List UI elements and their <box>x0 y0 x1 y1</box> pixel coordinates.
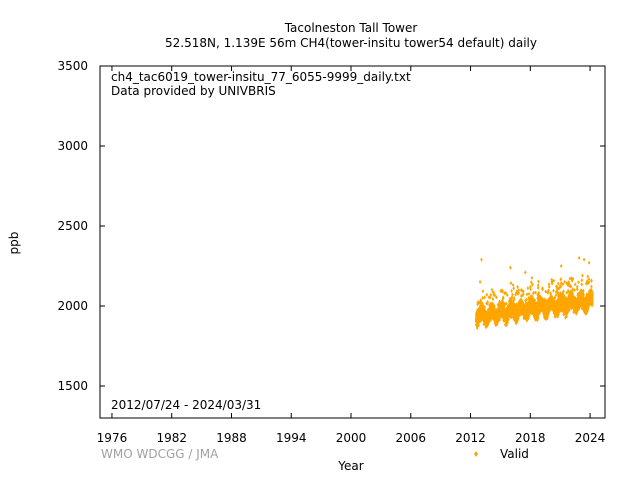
y-axis-label: ppb <box>7 232 21 255</box>
chart-title: Tacolneston Tall Tower <box>284 21 418 35</box>
credit-label: WMO WDCGG / JMA <box>101 447 219 461</box>
x-axis: 1976 1982 1988 1994 2000 2006 2012 2018 2024 <box>97 66 606 445</box>
x-tick-label: 1988 <box>216 431 247 445</box>
date-range-label: 2012/07/24 - 2024/03/31 <box>111 398 261 412</box>
series-valid-points <box>474 256 594 330</box>
file-label: ch4_tac6019_tower-insitu_77_6055-9999_da… <box>111 70 411 84</box>
plot-frame <box>99 65 606 419</box>
provider-label: Data provided by UNIVBRIS <box>111 84 276 98</box>
x-tick-label: 2024 <box>575 431 606 445</box>
x-tick-label: 2000 <box>336 431 367 445</box>
x-tick-label: 1994 <box>276 431 307 445</box>
legend: Valid <box>474 447 529 461</box>
x-tick-label: 1976 <box>97 431 128 445</box>
legend-marker <box>474 451 478 457</box>
x-tick-label: 2012 <box>455 431 486 445</box>
chart-subtitle: 52.518N, 1.139E 56m CH4(tower-insitu tow… <box>165 36 537 50</box>
x-tick-label: 1982 <box>156 431 187 445</box>
y-axis: 1500 2000 2500 3000 3500 <box>57 59 605 393</box>
data-points <box>474 256 594 330</box>
y-tick-label: 3000 <box>57 139 88 153</box>
x-tick-label: 2018 <box>515 431 546 445</box>
y-tick-label: 3500 <box>57 59 88 73</box>
y-tick-label: 2500 <box>57 219 88 233</box>
y-tick-label: 2000 <box>57 299 88 313</box>
y-tick-label: 1500 <box>57 379 88 393</box>
x-tick-label: 2006 <box>395 431 426 445</box>
legend-label: Valid <box>500 447 529 461</box>
x-axis-label: Year <box>337 459 363 473</box>
